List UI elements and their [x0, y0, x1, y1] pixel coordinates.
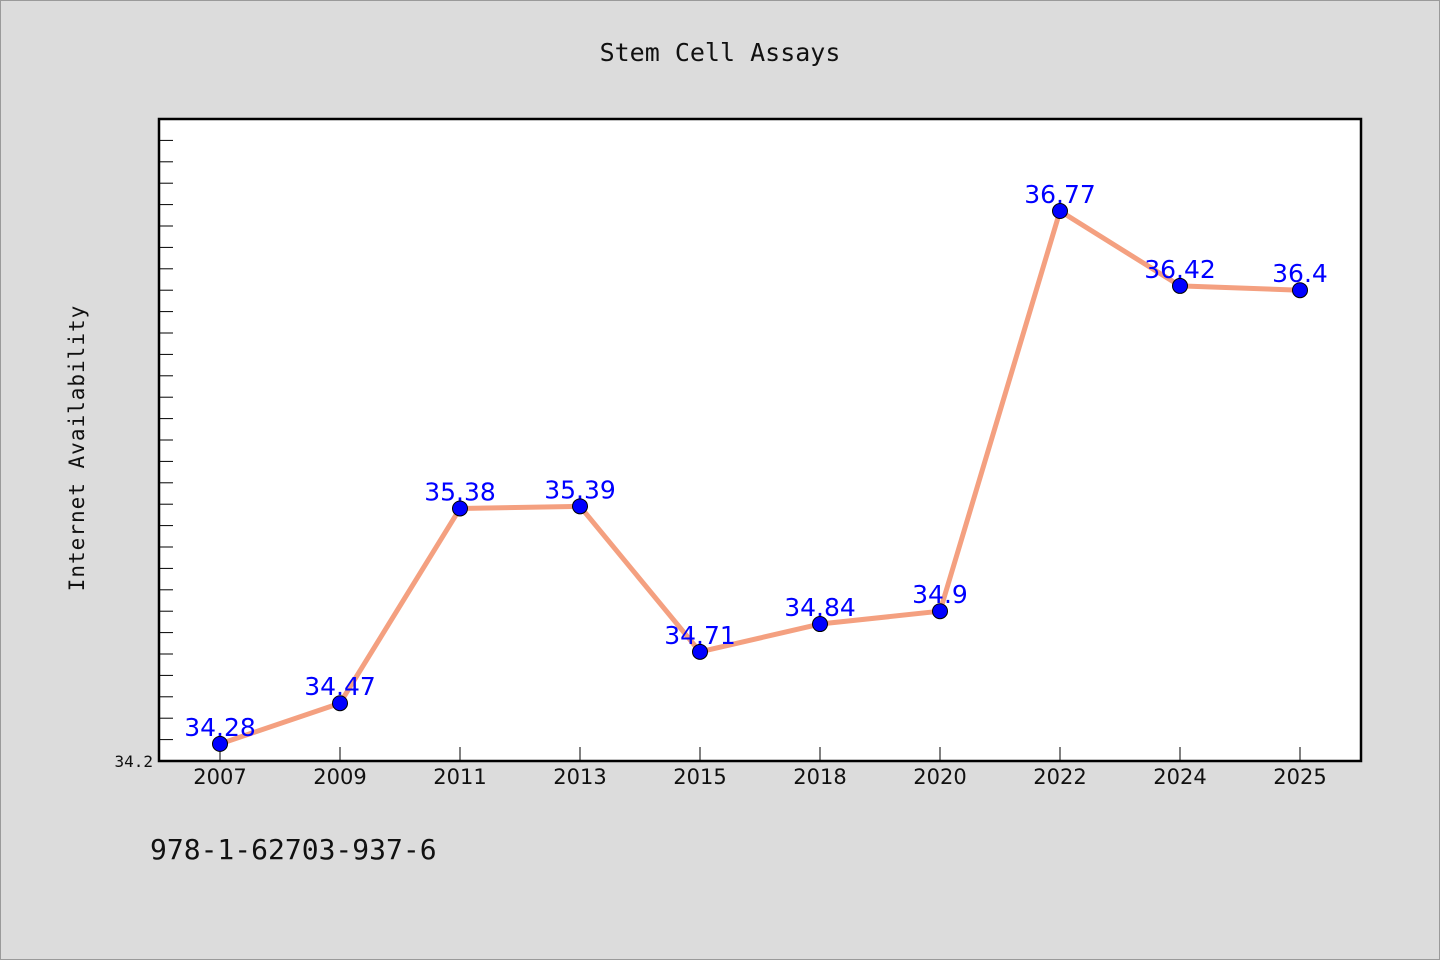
plot-area	[157, 117, 1363, 763]
data-point	[332, 695, 348, 712]
data-label: 34.71	[664, 621, 736, 650]
data-point	[1292, 282, 1308, 299]
data-label: 36.42	[1144, 255, 1216, 284]
y-axis-ticks: 34.2	[114, 139, 173, 771]
data-label: 36.4	[1272, 259, 1328, 288]
data-label: 34.9	[912, 580, 968, 609]
data-point	[452, 500, 468, 517]
x-tick-label: 2020	[913, 765, 966, 789]
data-label: 36.77	[1024, 180, 1096, 209]
y-axis-label: Internet Availability	[65, 305, 89, 592]
isbn-text: 978-1-62703-937-6	[150, 833, 437, 866]
x-tick-label: 2024	[1153, 765, 1206, 789]
y-tick-label: 34.2	[114, 752, 153, 771]
data-point	[1052, 203, 1068, 220]
x-tick-label: 2018	[793, 765, 846, 789]
data-point	[932, 603, 948, 620]
x-tick-label: 2011	[433, 765, 486, 789]
x-tick-label: 2013	[553, 765, 606, 789]
data-label: 35.39	[544, 475, 616, 504]
series-line	[219, 208, 1301, 747]
x-axis-ticks: 2007 2009 2011 2013 2015 2018 2020 2022 2024 2025	[193, 747, 1327, 789]
x-tick-label: 2015	[673, 765, 726, 789]
data-label: 35.38	[424, 477, 496, 506]
data-point	[692, 643, 708, 660]
data-label: 34.84	[784, 593, 856, 622]
x-tick-label: 2025	[1273, 765, 1326, 789]
x-tick-label: 2009	[313, 765, 366, 789]
data-point	[1172, 277, 1188, 294]
x-tick-label: 2022	[1033, 765, 1086, 789]
data-point	[812, 616, 828, 633]
chart-title: Stem Cell Assays	[600, 38, 841, 67]
series-group: 34.28 34.47 35.38 35.39 34.71 34.84 34.9 36.77 3…	[184, 180, 1328, 752]
x-tick-label: 2007	[193, 765, 246, 789]
data-label: 34.28	[184, 713, 256, 742]
data-point	[212, 735, 228, 752]
data-label: 34.47	[304, 672, 376, 701]
data-point	[572, 498, 588, 515]
